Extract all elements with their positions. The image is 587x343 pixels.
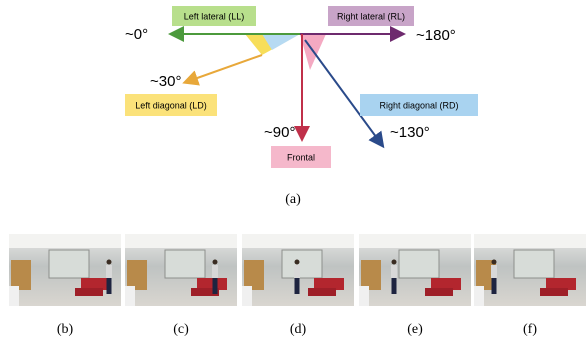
frontal-label: Frontal — [287, 152, 315, 162]
ceiling — [359, 234, 471, 248]
person-body — [294, 265, 300, 278]
doorway — [399, 250, 439, 278]
person-legs — [392, 278, 397, 294]
ceiling — [125, 234, 237, 248]
photo-row: (b) (c) (d) (e) (f) — [9, 234, 586, 337]
doorway — [514, 250, 554, 278]
wall-shelf — [361, 260, 381, 290]
machine — [474, 286, 484, 306]
machine — [125, 286, 135, 306]
person-body — [391, 265, 397, 278]
person-body — [491, 265, 497, 278]
angle-ld: ~30° — [150, 73, 181, 90]
photo — [474, 234, 586, 306]
person-head — [295, 260, 300, 265]
doorway — [49, 250, 89, 278]
photo — [242, 234, 354, 306]
photo-caption: (f) — [523, 322, 537, 337]
ll-label: Left lateral (LL) — [184, 11, 245, 21]
person-head — [492, 260, 497, 265]
rd-label: Right diagonal (RD) — [379, 100, 458, 110]
couch-front — [75, 288, 103, 296]
angle-frontal: ~90° — [264, 124, 295, 141]
rl-label: Right lateral (RL) — [337, 11, 405, 21]
person-head — [213, 260, 218, 265]
machine — [9, 286, 19, 306]
person-head — [107, 260, 112, 265]
photo — [9, 234, 121, 306]
angle-rd: ~130° — [390, 124, 430, 141]
person-head — [392, 260, 397, 265]
doorway — [165, 250, 205, 278]
photo-caption: (d) — [290, 322, 307, 337]
couch-front — [425, 288, 453, 296]
wall-shelf — [127, 260, 147, 290]
ceiling — [474, 234, 586, 248]
person-legs — [107, 278, 112, 294]
person-body — [106, 265, 112, 278]
machine — [359, 286, 369, 306]
person-legs — [492, 278, 497, 294]
photo — [359, 234, 471, 306]
photo-caption: (c) — [173, 322, 189, 337]
caption-a: (a) — [285, 192, 301, 207]
machine — [242, 286, 252, 306]
ceiling — [9, 234, 121, 248]
couch-front — [308, 288, 336, 296]
person-body — [212, 265, 218, 278]
couch-front — [540, 288, 568, 296]
person-legs — [295, 278, 300, 294]
ceiling — [242, 234, 354, 248]
photo-caption: (e) — [407, 322, 423, 337]
person-legs — [213, 278, 218, 294]
figure: Left lateral (LL) Right lateral (RL) Lef… — [0, 0, 587, 343]
photo — [125, 234, 237, 306]
angle-rl: ~180° — [416, 27, 456, 44]
photo-caption: (b) — [57, 322, 74, 337]
doorway — [282, 250, 322, 278]
ld-label: Left diagonal (LD) — [135, 100, 207, 110]
wall-shelf — [11, 260, 31, 290]
wall-shelf — [244, 260, 264, 290]
angle-ll: ~0° — [125, 26, 148, 43]
